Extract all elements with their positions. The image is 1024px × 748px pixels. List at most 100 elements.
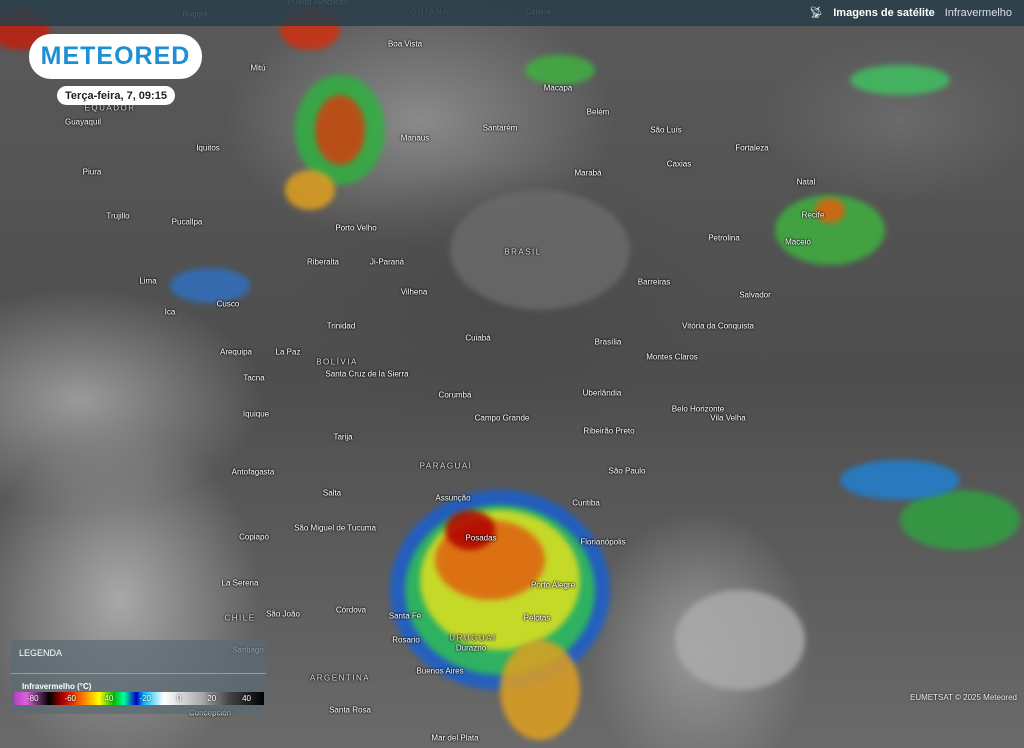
city-label: Antofagasta (231, 467, 275, 477)
city-label: Maceió (785, 237, 811, 247)
city-label: Uberlândia (582, 388, 622, 398)
city-label: Macapá (543, 83, 573, 93)
city-label: Vitória da Conquista (682, 321, 754, 331)
legend-panel: LEGENDA Infravermelho (°C) -80 -60 -40 -… (11, 640, 266, 714)
city-label: Cuiabá (465, 333, 491, 343)
city-label: Petrolina (708, 233, 740, 243)
city-label: Salvador (739, 290, 771, 300)
city-label: Rosario (392, 635, 420, 645)
city-label: Guayaquil (64, 117, 102, 127)
layer-mode-selector[interactable]: Infravermelho (944, 6, 1012, 19)
city-label: São João (266, 609, 300, 619)
city-label: Manaus (400, 133, 430, 143)
city-label: Piura (82, 167, 102, 177)
cloud-cell (900, 490, 1020, 550)
scale-tick: -60 (64, 694, 76, 703)
city-label: Mitú (250, 63, 266, 73)
cloud-cell (170, 267, 250, 303)
city-label: Arequipa (219, 347, 253, 357)
satellite-images-link[interactable]: Imagens de satélite (833, 6, 935, 19)
city-label: Florianópolis (580, 537, 626, 547)
city-label: Posadas (465, 533, 497, 543)
cloud-cell (675, 590, 805, 690)
city-label: Cusco (216, 299, 240, 309)
cloud-cell (525, 55, 595, 85)
timestamp-badge: Terça-feira, 7, 09:15 (57, 86, 175, 105)
city-label: Recife (801, 210, 825, 220)
top-bar: 📡︎ Imagens de satélite Infravermelho (0, 0, 1024, 26)
country-label: Chile (224, 613, 256, 623)
city-label: Durazno (455, 643, 487, 653)
city-label: Fortaleza (735, 143, 769, 153)
city-label: Santa Cruz de la Sierra (325, 369, 409, 379)
city-label: Buenos Aires (416, 666, 464, 676)
city-label: Belo Horizonte (671, 404, 725, 414)
city-label: Belém (586, 107, 610, 117)
cloud-cell (500, 640, 580, 740)
cloud-cell (850, 65, 950, 95)
city-label: Porto Alegre (530, 580, 576, 590)
country-label: Uruguai (449, 633, 497, 643)
city-label: Salta (322, 488, 342, 498)
country-label: Equador (84, 103, 136, 113)
city-label: Marabá (574, 168, 602, 178)
city-label: Ji-Paraná (369, 257, 405, 267)
city-label: Santa Fé (388, 611, 422, 621)
city-label: Ica (164, 307, 176, 317)
cloud-cell (285, 170, 335, 210)
cloud-cell (815, 197, 845, 223)
country-label: Bolívia (316, 357, 358, 367)
temperature-color-scale: -80 -60 -40 -20 0 20 40 (14, 692, 264, 705)
city-label: Boa Vista (387, 39, 423, 49)
city-label: São Luís (650, 125, 682, 135)
meteored-logo[interactable]: METEORED (29, 34, 202, 79)
city-label: Pucallpa (171, 217, 203, 227)
city-label: Trujillo (106, 211, 130, 221)
city-label: Riberalta (306, 257, 340, 267)
city-label: Natal (796, 177, 816, 187)
city-label: São Paulo (608, 466, 646, 476)
city-label: Vila Velha (710, 413, 746, 423)
city-label: Santarém (482, 123, 518, 133)
scale-tick: 0 (176, 694, 182, 703)
city-label: Caxias (666, 159, 692, 169)
legend-divider (11, 673, 266, 674)
scale-tick: 40 (242, 694, 251, 703)
city-label: Santa Rosa (329, 705, 371, 715)
city-label: Lima (139, 276, 157, 286)
legend-title: LEGENDA (19, 648, 63, 658)
city-label: Iquique (242, 409, 270, 419)
country-label: Paraguai (419, 461, 473, 471)
city-label: Pelotas (523, 613, 551, 623)
city-label: Trinidad (326, 321, 356, 331)
city-label: Ribeirão Preto (583, 426, 635, 436)
cloud-cell (315, 95, 365, 165)
cloud-cell (840, 460, 960, 500)
city-label: Corumbá (438, 390, 472, 400)
copyright: EUMETSAT © 2025 Meteored (910, 693, 1017, 702)
city-label: Tarija (333, 432, 353, 442)
satellite-icon: 📡︎ (809, 7, 824, 19)
cloud-cell (450, 190, 630, 310)
city-label: Assunção (435, 493, 471, 503)
city-label: La Serena (221, 578, 259, 588)
city-label: Porto Velho (335, 223, 377, 233)
country-label: Brasil (504, 247, 542, 257)
scale-tick: 20 (207, 694, 217, 703)
scale-tick: -20 (139, 694, 151, 703)
city-label: Campo Grande (474, 413, 530, 423)
city-label: Córdova (335, 605, 367, 615)
city-label: Copiapó (239, 532, 269, 542)
city-label: Curitiba (572, 498, 600, 508)
city-label: Tacna (243, 373, 265, 383)
cloud-cell (445, 510, 495, 550)
city-label: La Paz (275, 347, 301, 357)
city-label: Montes Claros (646, 352, 698, 362)
city-label: Barreiras (637, 277, 671, 287)
legend-subtitle: Infravermelho (°C) (22, 682, 92, 691)
country-label: Argentina (309, 673, 371, 683)
scale-tick: -80 (26, 694, 39, 703)
city-label: Vilhena (400, 287, 428, 297)
scale-tick: -40 (101, 694, 114, 703)
